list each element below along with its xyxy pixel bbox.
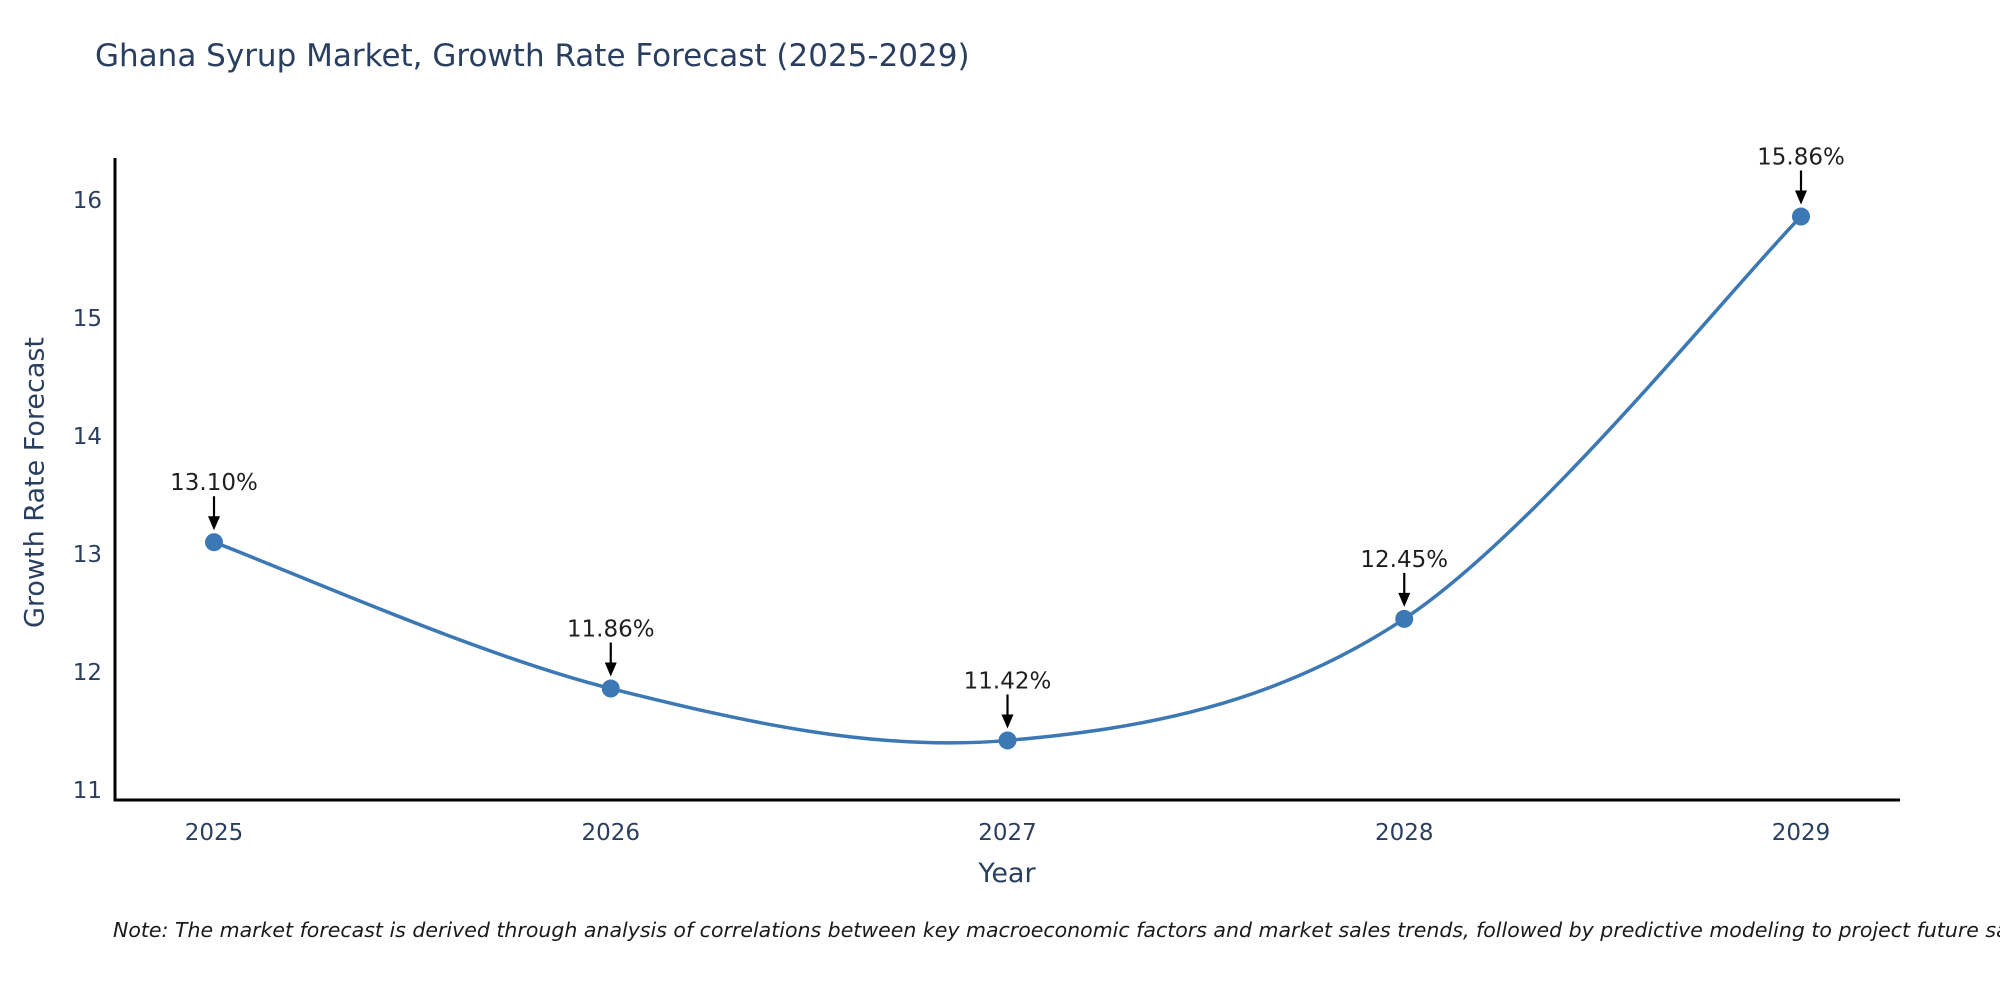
x-axis-title: Year: [978, 858, 1036, 889]
y-tick-label: 11: [73, 778, 102, 804]
y-tick-label: 14: [73, 424, 102, 450]
data-point-marker: [998, 731, 1017, 750]
y-tick-label: 12: [73, 660, 102, 686]
y-tick-label: 16: [73, 188, 102, 214]
x-tick-label: 2026: [581, 820, 640, 846]
annotation-arrow-head: [208, 516, 220, 531]
point-value-label: 11.86%: [567, 617, 655, 643]
trend-line: [213, 215, 1803, 745]
data-point-marker: [601, 679, 620, 698]
footnote: Note: The market forecast is derived thr…: [113, 918, 2000, 942]
annotation-arrow-head: [1398, 592, 1411, 607]
annotation-arrow-head: [1795, 190, 1807, 205]
point-value-label: 12.45%: [1360, 547, 1448, 573]
point-value-label: 15.86%: [1757, 145, 1845, 171]
y-axis-title: Growth Rate Forecast: [19, 336, 51, 629]
point-value-label: 13.10%: [170, 470, 258, 496]
annotation-arrow-head: [1001, 714, 1014, 729]
point-value-label: 11.42%: [964, 668, 1052, 694]
x-tick-label: 2029: [1772, 820, 1831, 846]
data-point-marker: [205, 533, 223, 552]
y-tick-label: 15: [73, 306, 102, 332]
data-point-marker: [1395, 609, 1414, 628]
y-tick-label: 13: [73, 542, 102, 568]
x-tick-label: 2028: [1375, 820, 1434, 846]
x-tick-label: 2025: [185, 820, 244, 846]
x-tick-label: 2027: [978, 820, 1037, 846]
chart-title: Ghana Syrup Market, Growth Rate Forecast…: [95, 38, 970, 74]
data-point-marker: [1792, 207, 1810, 226]
annotation-arrow-head: [604, 662, 617, 677]
